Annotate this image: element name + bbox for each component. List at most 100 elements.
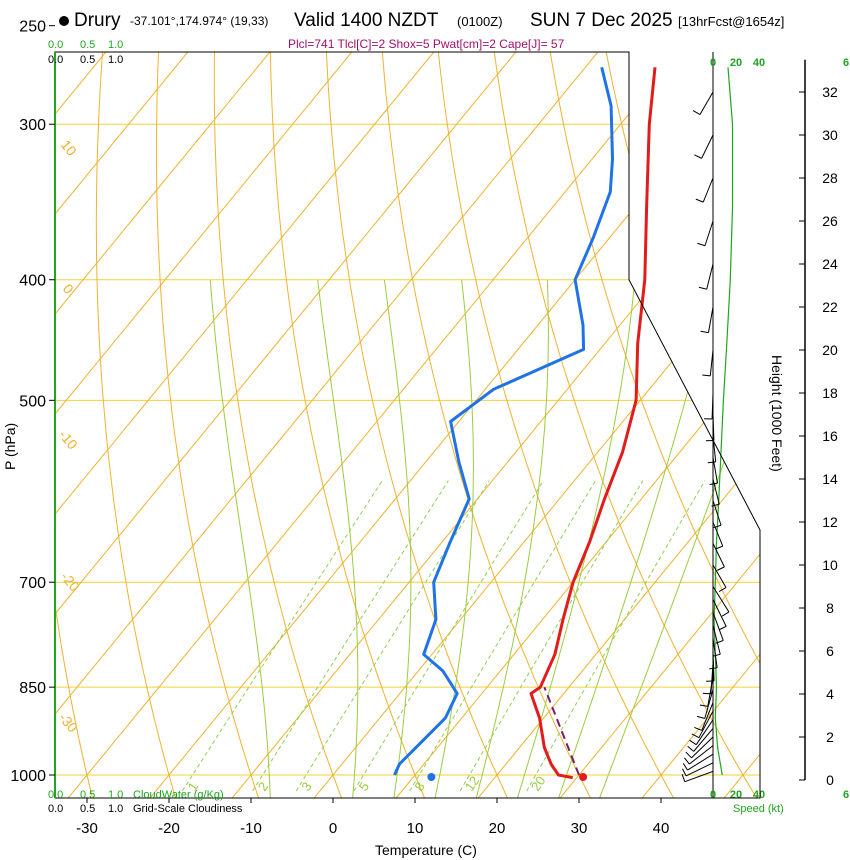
isotherm-label: 10 <box>652 302 674 324</box>
wind-barb-flag <box>715 545 723 550</box>
temperature-profile <box>529 67 657 780</box>
isotherm-label: -20 <box>58 569 83 595</box>
wind-barb-flag <box>709 482 718 485</box>
wind-barb <box>689 745 714 765</box>
wind-barb-flag <box>718 587 727 592</box>
cloudwater-scale-bottom-2: 1.0 <box>108 789 124 801</box>
height-tick-label: 26 <box>822 213 838 229</box>
height-tick-label: 16 <box>822 428 838 444</box>
wind-barb <box>712 414 715 441</box>
wind-barb-flag <box>700 330 709 334</box>
x-tick-label: -10 <box>240 820 262 837</box>
x-tick-label: 40 <box>653 820 670 837</box>
chart-axes: -30 -20 -10 0 10 20 30 401000850700500400300250… <box>10 19 838 837</box>
wind-scale-top: 20 <box>730 57 742 69</box>
wind-barb <box>701 702 714 731</box>
parcel-path <box>543 686 580 776</box>
mixing-ratio-label: 20 <box>528 773 549 793</box>
wind-barb-flag <box>702 692 711 695</box>
dry-adiabat-line <box>269 52 427 798</box>
wind-barb <box>712 564 727 588</box>
p-tick-label: 850 <box>19 680 46 697</box>
wind-barb <box>707 306 714 333</box>
station-coordinates: -37.101°,174.974° (19,33) <box>130 14 269 28</box>
wind-barb-flag <box>682 763 688 771</box>
wind-barb <box>709 349 714 376</box>
wind-barb-flag <box>707 461 716 464</box>
wind-barb <box>699 91 714 115</box>
mixing-ratio-label: 12 <box>462 773 483 793</box>
mixing-ratio-label: 3 <box>298 779 314 794</box>
cloudiness-scale-top-1: 0.5 <box>80 54 96 66</box>
cloudwater-scale-top-2: 1.0 <box>108 39 124 51</box>
moist-adiabat-line <box>317 279 359 798</box>
mixing-ratio-line <box>181 480 383 792</box>
wind-barb <box>712 612 724 641</box>
height-tick-label: 6 <box>826 643 834 659</box>
mixing-ratio-line <box>459 480 644 792</box>
wind-barb <box>691 736 714 759</box>
wind-barb <box>693 728 714 752</box>
wind-barb-flag <box>712 653 721 657</box>
height-tick-label: 22 <box>822 299 838 315</box>
wind-barb <box>712 599 727 627</box>
wind-barb-flag <box>697 242 706 247</box>
wind-barb <box>712 586 730 613</box>
isotherm-line <box>803 4 850 802</box>
wind-barb <box>702 177 714 203</box>
wind-barb-flag <box>694 726 702 731</box>
p-tick-label: 700 <box>19 575 46 592</box>
forecast-tag: [13hrFcst@1654z] <box>678 14 785 29</box>
wind-barb <box>704 689 714 719</box>
dewpoint-profile <box>393 66 614 776</box>
wind-scale-bottom: 0 <box>710 789 716 801</box>
wind-barb <box>706 263 714 290</box>
height-tick-label: 12 <box>822 514 838 530</box>
dry-adiabat-line <box>651 52 760 798</box>
valid-date: SUN 7 Dec 2025 <box>530 10 673 31</box>
cloudiness-scale-top-2: 1.0 <box>108 54 124 66</box>
wind-scale-bottom: 40 <box>753 789 765 801</box>
isotherm-line <box>55 52 556 798</box>
mixing-ratio-label: 8 <box>411 779 427 794</box>
wind-barb <box>685 762 714 777</box>
wind-barb-flag <box>721 611 730 617</box>
isotherm-line <box>55 52 392 798</box>
isotherm-label: 10 <box>58 137 80 159</box>
wind-barb-flag <box>681 773 686 782</box>
wind-scale-top-extra: 6 <box>843 57 849 69</box>
p-tick-label: 500 <box>19 393 46 410</box>
height-tick-label: 32 <box>822 84 838 100</box>
cloudwater-scale-top-1: 0.5 <box>80 39 96 51</box>
wind-scale-bottom: 20 <box>730 789 742 801</box>
cloudiness-scale-bottom-2: 1.0 <box>108 803 124 815</box>
wind-barb-flag <box>682 768 687 777</box>
cloudiness-label: Grid-Scale Cloudiness <box>133 803 243 815</box>
wind-speed-label: Speed (kt) <box>733 803 784 815</box>
surface-temp-marker <box>579 773 588 781</box>
height-axis-title: Height (1000 Feet) <box>769 355 785 472</box>
wind-speed-line <box>713 67 734 776</box>
wind-barb-flag <box>696 715 705 720</box>
wind-barb <box>712 500 722 526</box>
wind-barb-flag <box>685 751 692 759</box>
valid-time: Valid 1400 NZDT <box>294 10 439 31</box>
dry-adiabat-line <box>433 52 676 798</box>
isotherm-line <box>55 52 474 798</box>
wind-barb-flag <box>698 286 707 290</box>
wind-barb-flag <box>702 374 711 377</box>
cloudwater-scale-top-0: 0.0 <box>48 39 64 51</box>
mixing-ratio-line <box>353 480 544 792</box>
height-tick-label: 24 <box>822 256 838 272</box>
isotherm-line <box>55 52 638 798</box>
wind-barb-flag <box>692 110 701 115</box>
p-tick-label: 1000 <box>10 768 46 785</box>
x-tick-label: -30 <box>76 820 98 837</box>
moist-adiabat-line <box>556 279 717 798</box>
height-tick-label: 8 <box>826 600 834 616</box>
x-tick-label: 30 <box>571 820 588 837</box>
wind-barb-flag <box>691 733 700 739</box>
